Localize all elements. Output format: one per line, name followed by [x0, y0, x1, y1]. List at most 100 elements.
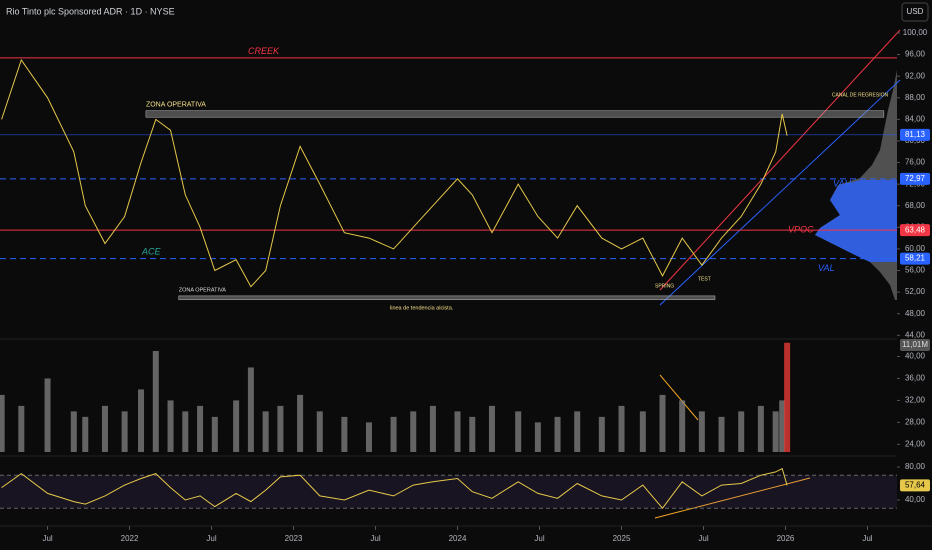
x-tick-label: Jul	[42, 534, 52, 543]
volume-bar	[784, 342, 791, 452]
price-badge-label: 72,97	[905, 174, 926, 183]
x-tick-label: 2023	[285, 534, 303, 543]
volume-bar	[454, 411, 461, 452]
volume-bar	[341, 416, 348, 452]
volume-bar	[247, 367, 254, 452]
last-badge	[900, 339, 930, 351]
x-tick-label: Jul	[534, 534, 544, 543]
rsi-trend-arrow	[654, 477, 811, 519]
annotation: linea de tendencia alcista.	[390, 305, 454, 311]
volume-bar	[44, 378, 51, 452]
zone-label: ZONA OPERATIVA	[179, 287, 226, 293]
volume-profile-value-area	[815, 180, 897, 262]
y-tick-label: 28,00	[905, 417, 926, 426]
y-tick-label: 44,00	[905, 330, 926, 339]
volume-bar	[515, 411, 522, 452]
annotation: TEST	[698, 276, 711, 282]
price-badge	[900, 128, 930, 141]
zone	[145, 110, 885, 118]
y-tick-label: 80,00	[905, 462, 926, 471]
level-label: CREEK	[248, 46, 280, 56]
volume-bar	[70, 411, 77, 452]
y-tick-label: 52,00	[905, 287, 926, 296]
last-badge-label: 11,01M	[902, 340, 928, 349]
x-tick-label: Jul	[370, 534, 380, 543]
volume-bar	[121, 411, 128, 452]
volume-bar	[316, 411, 323, 452]
volume-bar	[718, 416, 725, 452]
zone-label: ZONA OPERATIVA	[146, 102, 206, 109]
price-badge-label: 63,48	[905, 225, 926, 234]
y-tick-label: 60,00	[905, 244, 926, 253]
volume-bar	[233, 400, 240, 452]
y-tick-label: 40,00	[905, 352, 926, 361]
volume-bar	[138, 389, 145, 452]
volume-bar	[574, 411, 581, 452]
y-tick-label: 48,00	[905, 309, 926, 318]
volume-bar	[197, 405, 204, 452]
volume-bar	[639, 411, 646, 452]
currency-button[interactable]	[901, 2, 929, 22]
volume-bar	[410, 411, 417, 452]
volume-bar	[277, 405, 284, 452]
volume-bar	[679, 400, 686, 452]
y-tick-label: 88,00	[905, 93, 926, 102]
channel-upper	[659, 29, 901, 291]
volume-bar	[18, 405, 25, 452]
volume-trend-arrow	[659, 374, 699, 421]
volume-bar	[211, 416, 218, 452]
price-line	[1, 58, 788, 288]
volume-bar	[598, 416, 605, 452]
volume-bar	[0, 394, 5, 452]
volume-bar	[534, 422, 541, 452]
volume-bar	[82, 416, 89, 452]
volume-bar	[554, 416, 561, 452]
price-badge	[900, 172, 930, 185]
volume-bar	[101, 405, 108, 452]
annotation: CANAL DE REGRESION	[832, 92, 889, 98]
x-tick-label: Jul	[862, 534, 872, 543]
price-badge	[900, 252, 930, 265]
price-badge-label: 81,13	[905, 130, 926, 139]
last-badge-label: 57,64	[905, 481, 926, 490]
volume-bar	[488, 405, 495, 452]
y-tick-label: 92,00	[905, 71, 926, 80]
x-tick-label: Jul	[206, 534, 216, 543]
currency-label[interactable]: USD	[907, 7, 924, 16]
x-tick-label: 2025	[613, 534, 631, 543]
volume-bar	[618, 405, 625, 452]
x-tick-label: Jul	[698, 534, 708, 543]
volume-bar	[469, 416, 476, 452]
zone	[178, 295, 716, 300]
y-tick-label: 68,00	[905, 201, 926, 210]
x-tick-label: 2022	[121, 534, 139, 543]
y-tick-label: 100,00	[903, 28, 928, 37]
y-tick-label: 76,00	[905, 158, 926, 167]
annotation: ACE	[141, 246, 162, 256]
x-tick-label: 2024	[449, 534, 467, 543]
volume-bar	[182, 411, 189, 452]
y-tick-label: 24,00	[905, 439, 926, 448]
chart-title: Rio Tinto plc Sponsored ADR · 1D · NYSE	[6, 6, 175, 16]
level-label: VAL	[818, 263, 835, 273]
annotation: SPRING	[655, 283, 674, 289]
y-tick-label: 36,00	[905, 374, 926, 383]
volume-bar	[390, 416, 397, 452]
volume-bar	[167, 400, 174, 452]
price-badge	[900, 224, 930, 237]
volume-bar	[779, 400, 786, 452]
level-label: VAH	[833, 178, 852, 188]
y-tick-label: 96,00	[905, 50, 926, 59]
channel-lower	[659, 79, 901, 306]
volume-bar	[365, 422, 372, 452]
y-tick-label: 84,00	[905, 114, 926, 123]
y-tick-label: 32,00	[905, 396, 926, 405]
volume-bar	[772, 411, 779, 452]
y-tick-label: 40,00	[905, 495, 926, 504]
volume-bar	[262, 411, 269, 452]
price-badge-label: 58,21	[905, 254, 926, 263]
volume-bar	[152, 350, 159, 452]
